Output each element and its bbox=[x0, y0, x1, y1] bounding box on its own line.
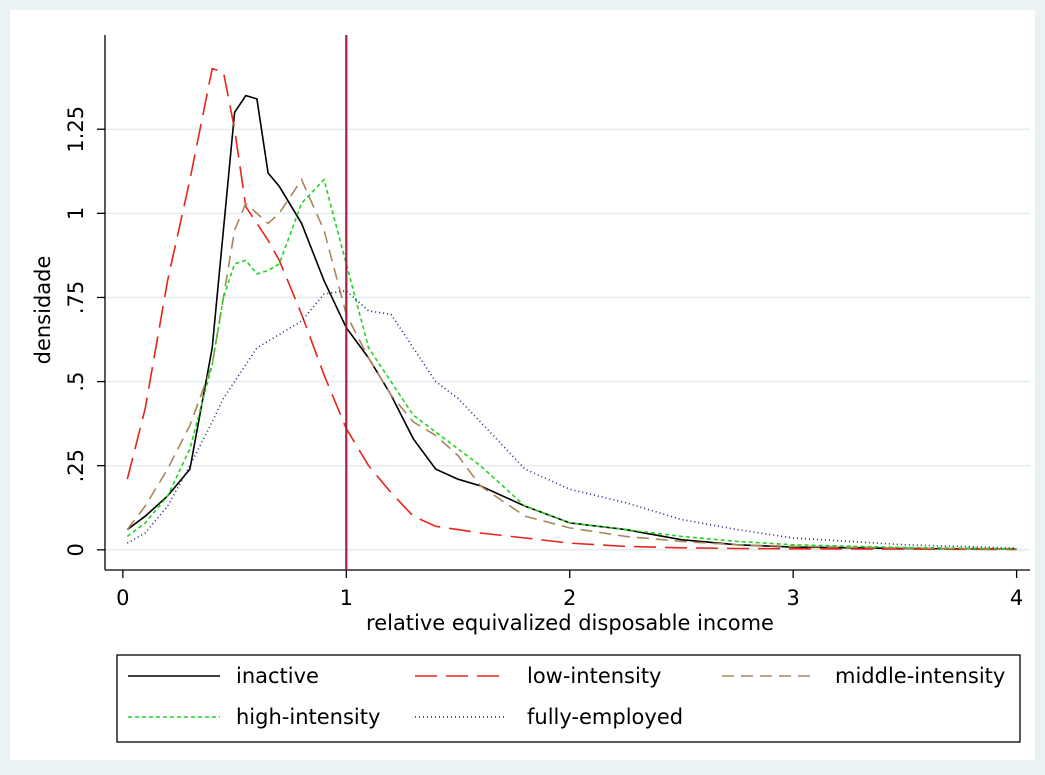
legend-label: high-intensity bbox=[236, 705, 380, 729]
legend-label: fully-employed bbox=[527, 705, 683, 729]
y-tick-label: .75 bbox=[64, 281, 88, 314]
density-line bbox=[126, 94, 1017, 550]
y-tick-label: 0 bbox=[64, 543, 88, 556]
y-tick-label: 1.25 bbox=[64, 106, 88, 153]
x-axis-title: relative equivalized disposable income bbox=[366, 611, 774, 635]
x-tick-label: 4 bbox=[1010, 586, 1023, 610]
x-tick-label: 1 bbox=[340, 586, 353, 610]
x-tick-label: 2 bbox=[563, 586, 576, 610]
legend-label: middle-intensity bbox=[835, 664, 1005, 688]
y-tick-label: .5 bbox=[64, 372, 88, 392]
y-tick-label: 1 bbox=[64, 207, 88, 220]
legend-label: inactive bbox=[236, 664, 319, 688]
density-line bbox=[126, 178, 1017, 550]
legend-label: low-intensity bbox=[527, 664, 661, 688]
x-tick-label: 3 bbox=[786, 586, 799, 610]
legend-box bbox=[116, 654, 1021, 743]
x-tick-label: 0 bbox=[116, 586, 129, 610]
y-tick-label: .25 bbox=[64, 449, 88, 482]
graph-region bbox=[10, 10, 1035, 760]
density-line bbox=[126, 178, 1017, 550]
y-axis-title: densidade bbox=[31, 256, 55, 365]
density-line bbox=[126, 67, 1017, 551]
